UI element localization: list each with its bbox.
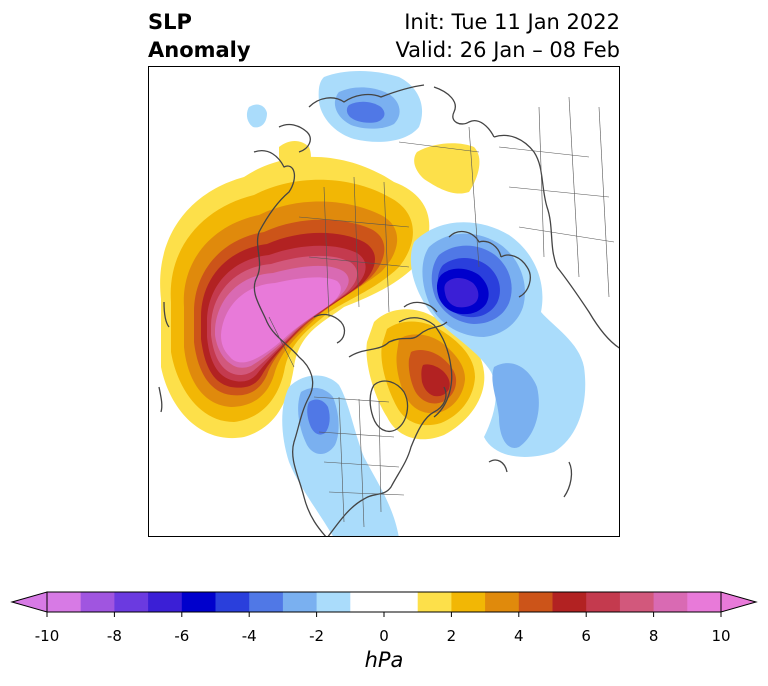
colorbar-segment — [552, 592, 587, 612]
colorbar-tick-label: -6 — [174, 627, 190, 645]
colorbar-segment — [114, 592, 149, 612]
negative-anomaly-scandinavia — [410, 222, 586, 457]
colorbar-segment — [619, 592, 655, 612]
colorbar-segment — [417, 592, 452, 612]
coastlines — [158, 84, 619, 536]
colorbar-tick-label: 8 — [648, 627, 659, 645]
forecast-dates: Init: Tue 11 Jan 2022 Valid: 26 Jan – 08… — [395, 8, 620, 64]
title-line-2: Anomaly — [148, 38, 251, 62]
init-date: Init: Tue 11 Jan 2022 — [404, 10, 620, 34]
colorbar-max-extension — [720, 591, 758, 613]
colorbar-segment — [350, 592, 385, 612]
colorbar-unit-label: hPa — [364, 648, 404, 672]
colorbar-tick-label: 6 — [581, 627, 591, 645]
valid-range: Valid: 26 Jan – 08 Feb — [395, 38, 620, 62]
colorbar — [10, 591, 758, 617]
negative-anomaly-siberia — [246, 71, 423, 142]
colorbar-segment — [687, 592, 722, 612]
map-panel — [148, 66, 620, 537]
colorbar-segment — [181, 592, 216, 612]
title-line-1: SLP — [148, 10, 192, 34]
positive-anomaly-north-pacific — [160, 156, 430, 439]
country-borders — [268, 96, 615, 528]
colorbar-segment — [653, 592, 688, 612]
colorbar-segment — [586, 592, 621, 612]
colorbar-segment — [282, 592, 318, 612]
colorbar-segment — [384, 592, 419, 612]
colorbar-tick-label: -4 — [241, 627, 257, 645]
colorbar-segment — [80, 592, 115, 612]
colorbar-tick-label: -10 — [34, 627, 60, 645]
colorbar-segment — [451, 592, 486, 612]
colorbar-segment — [47, 592, 82, 612]
slp-anomaly-map — [158, 71, 619, 536]
colorbar-tick-label: 2 — [446, 627, 457, 645]
colorbar-tick-label: -8 — [106, 627, 122, 645]
colorbar-segment — [215, 592, 250, 612]
colorbar-tick-label: -2 — [309, 627, 325, 645]
colorbar-segment — [148, 592, 183, 612]
colorbar-tick-label: 0 — [379, 627, 389, 645]
colorbar-tick-label: 10 — [711, 627, 731, 645]
colorbar-segment — [249, 592, 284, 612]
colorbar-segment — [518, 592, 553, 612]
colorbar-segment — [316, 592, 351, 612]
negative-anomaly-north-atlantic — [492, 363, 539, 448]
positive-anomaly-greenland — [366, 309, 485, 440]
map-title: SLP Anomaly — [148, 8, 251, 64]
colorbar-tick-label: 4 — [514, 627, 524, 645]
colorbar-segment — [485, 592, 520, 612]
colorbar-min-extension — [10, 591, 48, 613]
positive-anomaly-russia — [414, 143, 480, 194]
